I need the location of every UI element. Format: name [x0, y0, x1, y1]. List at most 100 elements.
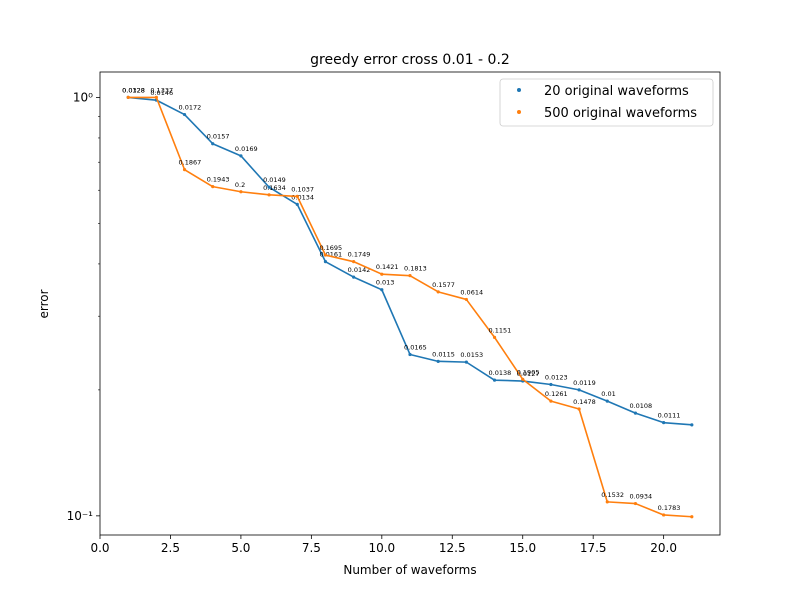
series-1-point — [436, 359, 440, 363]
x-tick-label: 0.0 — [90, 541, 109, 555]
series-2-data-label: 0.1634 — [263, 184, 286, 192]
series-1-data-label: 0.0138 — [489, 369, 512, 377]
legend-label-series-2: 500 original waveforms — [544, 106, 697, 121]
y-tick-label: 10⁻¹ — [67, 509, 94, 523]
x-axis: 0.0 2.5 5.0 7.5 10.0 12.5 15.0 17.5 20.0 — [90, 535, 677, 555]
series-2-data-label: 0.1261 — [545, 390, 568, 398]
series-2-point — [295, 194, 299, 198]
series-2-point — [408, 274, 412, 278]
series-2-point — [464, 297, 468, 302]
series-2-data-label: 0.1151 — [489, 326, 512, 334]
series-2-data-label: 0.0934 — [629, 493, 652, 501]
series-2-point — [380, 272, 384, 276]
series-2-data-label: 0.0328 — [122, 86, 145, 94]
series-1-data-label: 0.01 — [601, 390, 615, 398]
legend-marker-series-1 — [517, 88, 521, 92]
series-2-data-label: 0.1905 — [517, 368, 540, 376]
series-2-point — [436, 290, 440, 294]
series-2-point — [267, 193, 271, 197]
series-1-data-label: 0.0127 — [517, 370, 540, 378]
series-1-point — [239, 154, 243, 158]
series-line-2 — [128, 96, 692, 518]
series-2-point — [690, 515, 694, 519]
series-2-data-label: 0.1478 — [573, 398, 596, 406]
x-tick-label: 10.0 — [368, 541, 395, 555]
series-2-point — [633, 501, 638, 506]
series-1-point — [662, 421, 666, 425]
x-tick-label: 15.0 — [509, 541, 536, 555]
x-tick-label: 7.5 — [302, 541, 321, 555]
series-1-point — [690, 423, 694, 427]
series-2-point — [154, 95, 158, 99]
y-axis: 10⁻¹ 10⁰ — [67, 90, 100, 523]
series-1-data-label: 0.0108 — [629, 402, 652, 410]
series-2-point — [323, 253, 328, 257]
series-2-point — [126, 95, 130, 99]
plot-frame — [99, 71, 721, 536]
x-tick-label: 2.5 — [161, 541, 180, 555]
series-1-data-label: 0.0128 — [122, 86, 145, 94]
x-axis-title: Number of waveforms — [343, 563, 476, 577]
series-2-point — [239, 190, 243, 194]
series-2-point — [549, 399, 553, 403]
series-1-data-label: 0.0111 — [658, 412, 681, 420]
series-1-data-label: 0.0169 — [235, 145, 258, 153]
series-2-point — [521, 377, 525, 381]
series-1-point — [323, 260, 328, 264]
y-axis-title: error — [37, 289, 51, 318]
series-1-point — [464, 360, 468, 364]
series-2-point — [605, 500, 609, 504]
series-1-point — [267, 185, 271, 189]
series-2-data-label: 0.1813 — [404, 265, 427, 273]
series-2-data-label: 0.1577 — [432, 281, 455, 289]
series-1-point — [492, 378, 497, 382]
series-2-data-label: 0.1037 — [291, 185, 314, 193]
series-1-point — [408, 352, 412, 357]
series-1-point — [352, 275, 356, 279]
series-1-data-label: 0.0161 — [319, 251, 342, 259]
series-2-point — [182, 168, 187, 172]
series-2-data-label: 0.1867 — [179, 159, 202, 167]
series-2-data-label: 0.1783 — [658, 504, 681, 512]
series-2-point — [211, 185, 215, 189]
series-2-data-label: 0.1337 — [150, 86, 173, 94]
plot-layer: 0.0128 0.0146 0.0172 0.0157 0.0169 0.0149 0.01… — [122, 86, 694, 519]
series-2-data-label: 0.2 — [235, 181, 245, 189]
series-1-data-label: 0.0142 — [348, 266, 371, 274]
y-tick-label: 10⁰ — [73, 90, 93, 104]
series-2-data-label: 0.1943 — [207, 176, 230, 184]
legend-box — [499, 78, 714, 127]
x-tick-label: 12.5 — [439, 541, 466, 555]
chart-title: greedy error cross 0.01 - 0.2 — [310, 52, 510, 68]
series-1-point — [605, 399, 609, 403]
series-2-point — [577, 407, 581, 411]
series-group-1: 0.0128 0.0146 0.0172 0.0157 0.0169 0.0149 0.01… — [122, 86, 694, 427]
series-1-data-label: 0.0115 — [432, 350, 455, 358]
legend-label-series-1: 20 original waveforms — [544, 84, 689, 99]
series-2-data-label: 0.0614 — [460, 288, 483, 296]
series-1-point — [577, 388, 581, 392]
series-1-data-label: 0.0157 — [207, 133, 230, 141]
series-1-data-label: 0.013 — [376, 279, 395, 287]
series-1-data-label: 0.0123 — [545, 374, 568, 382]
series-1-point — [295, 202, 299, 207]
series-1-data-label: 0.0172 — [179, 104, 202, 112]
legend-marker-series-2 — [517, 110, 521, 114]
series-2-point — [662, 513, 666, 517]
series-2-data-label: 0.1749 — [348, 251, 371, 259]
series-group-2: 0.0328 0.1337 0.1867 0.1943 0.2 0.1634 0.1037 0… — [122, 86, 694, 519]
series-2-data-label: 0.1421 — [376, 263, 399, 271]
series-1-point — [549, 382, 553, 387]
series-1-point — [211, 142, 215, 146]
series-2-data-label: 0.1695 — [319, 244, 342, 252]
x-tick-label: 5.0 — [231, 541, 250, 555]
series-1-point — [633, 411, 638, 415]
series-1-data-label: 0.0146 — [150, 89, 173, 97]
series-2-point — [352, 260, 356, 264]
series-line-1 — [128, 96, 692, 426]
x-tick-label: 17.5 — [580, 541, 607, 555]
series-1-point — [182, 112, 187, 117]
series-1-point — [380, 288, 384, 292]
series-1-data-label: 0.0153 — [460, 351, 483, 359]
